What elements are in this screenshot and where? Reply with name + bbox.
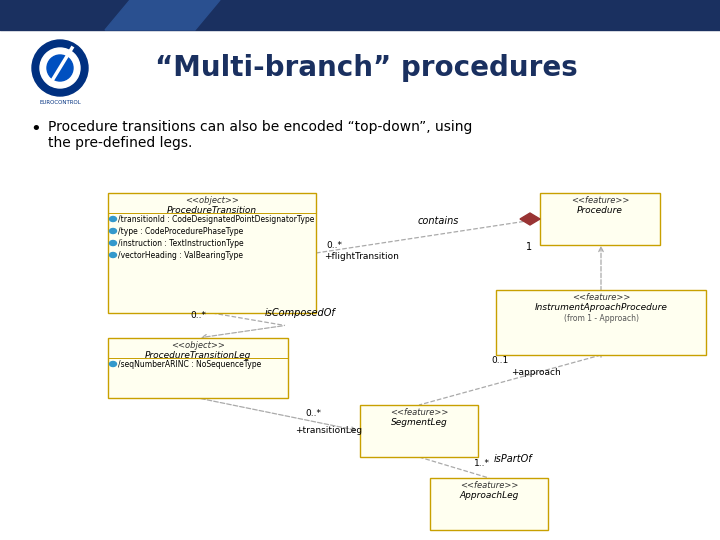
Circle shape	[47, 55, 73, 81]
Ellipse shape	[109, 361, 117, 367]
Text: contains: contains	[418, 216, 459, 226]
Text: “Multi-branch” procedures: “Multi-branch” procedures	[155, 54, 577, 82]
Ellipse shape	[109, 240, 117, 246]
Text: <<feature>>: <<feature>>	[572, 293, 630, 302]
Text: <<feature>>: <<feature>>	[390, 408, 448, 417]
Text: ProcedureTransitionLeg: ProcedureTransitionLeg	[145, 351, 251, 360]
Text: +flightTransition: +flightTransition	[324, 252, 399, 261]
FancyBboxPatch shape	[360, 405, 478, 457]
FancyBboxPatch shape	[108, 193, 316, 313]
Text: InstrumentAproachProcedure: InstrumentAproachProcedure	[534, 303, 667, 312]
Text: 0..*: 0..*	[190, 311, 206, 320]
FancyBboxPatch shape	[540, 193, 660, 245]
Text: SegmentLeg: SegmentLeg	[391, 418, 447, 427]
Text: 0..1: 0..1	[491, 356, 508, 365]
Text: <<object>>: <<object>>	[185, 196, 239, 205]
Text: /instruction : TextInstructionType: /instruction : TextInstructionType	[118, 239, 243, 248]
Text: 1..*: 1..*	[474, 459, 490, 468]
Ellipse shape	[109, 217, 117, 221]
FancyBboxPatch shape	[496, 290, 706, 355]
FancyBboxPatch shape	[430, 478, 548, 530]
Polygon shape	[520, 213, 540, 225]
Text: (from 1 - Approach): (from 1 - Approach)	[564, 314, 639, 323]
Text: ApproachLeg: ApproachLeg	[459, 491, 518, 500]
FancyBboxPatch shape	[108, 338, 288, 398]
Text: 1: 1	[526, 242, 532, 252]
Text: <<feature>>: <<feature>>	[571, 196, 629, 205]
Text: <<object>>: <<object>>	[171, 341, 225, 350]
Ellipse shape	[109, 253, 117, 258]
Text: /vectorHeading : ValBearingType: /vectorHeading : ValBearingType	[118, 251, 243, 260]
Text: <<feature>>: <<feature>>	[460, 481, 518, 490]
Text: the pre-defined legs.: the pre-defined legs.	[48, 136, 192, 150]
Polygon shape	[105, 0, 220, 30]
Text: +approach: +approach	[511, 368, 561, 377]
Circle shape	[40, 48, 80, 88]
Text: Procedure: Procedure	[577, 206, 623, 215]
Ellipse shape	[109, 228, 117, 233]
Text: isComposedOf: isComposedOf	[265, 307, 336, 318]
Text: EUROCONTROL: EUROCONTROL	[39, 100, 81, 105]
Text: isPartOf: isPartOf	[494, 455, 533, 464]
Text: 0..*: 0..*	[326, 241, 342, 250]
Text: /seqNumberARINC : NoSequenceType: /seqNumberARINC : NoSequenceType	[118, 360, 261, 369]
Text: ProcedureTransition: ProcedureTransition	[167, 206, 257, 215]
Circle shape	[32, 40, 88, 96]
Text: /type : CodeProcedurePhaseType: /type : CodeProcedurePhaseType	[118, 227, 243, 236]
Text: /transitionId : CodeDesignatedPointDesignatorType: /transitionId : CodeDesignatedPointDesig…	[118, 215, 315, 224]
Text: •: •	[30, 120, 41, 138]
Text: 0..*: 0..*	[305, 409, 321, 418]
Text: +transitionLeg: +transitionLeg	[295, 426, 362, 435]
Text: Procedure transitions can also be encoded “top-down”, using: Procedure transitions can also be encode…	[48, 120, 472, 134]
